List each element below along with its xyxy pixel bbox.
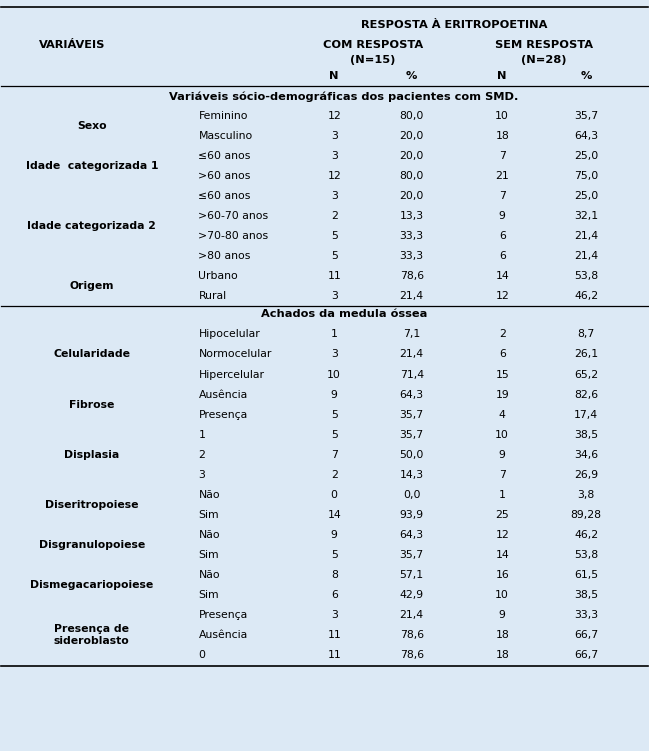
Text: 35,7: 35,7 xyxy=(400,550,424,560)
Text: 3: 3 xyxy=(331,151,337,161)
Text: 6: 6 xyxy=(499,231,506,241)
Text: 21,4: 21,4 xyxy=(400,291,424,301)
Text: 61,5: 61,5 xyxy=(574,570,598,580)
Text: 80,0: 80,0 xyxy=(400,111,424,121)
Text: Não: Não xyxy=(199,570,220,580)
Text: 5: 5 xyxy=(331,252,337,261)
Text: Ausência: Ausência xyxy=(199,630,248,640)
Text: 0,0: 0,0 xyxy=(403,490,421,500)
Text: Idade  categorizada 1: Idade categorizada 1 xyxy=(25,161,158,171)
Text: 4: 4 xyxy=(499,409,506,420)
Text: 26,9: 26,9 xyxy=(574,470,598,480)
Text: ≤60 anos: ≤60 anos xyxy=(199,191,251,201)
Text: 2: 2 xyxy=(199,450,205,460)
Text: 42,9: 42,9 xyxy=(400,590,424,600)
Text: COM RESPOSTA: COM RESPOSTA xyxy=(323,40,423,50)
Text: 10: 10 xyxy=(327,369,341,379)
Text: 1: 1 xyxy=(331,330,337,339)
Text: 38,5: 38,5 xyxy=(574,430,598,439)
Text: Não: Não xyxy=(199,490,220,500)
Text: 5: 5 xyxy=(331,409,337,420)
Text: 21: 21 xyxy=(495,171,509,181)
Text: 89,28: 89,28 xyxy=(570,510,602,520)
Text: 5: 5 xyxy=(331,231,337,241)
Text: 3: 3 xyxy=(331,291,337,301)
Text: 7: 7 xyxy=(499,470,506,480)
Text: 71,4: 71,4 xyxy=(400,369,424,379)
Text: 78,6: 78,6 xyxy=(400,630,424,640)
Text: 57,1: 57,1 xyxy=(400,570,424,580)
Text: Origem: Origem xyxy=(69,282,114,291)
Text: 3,8: 3,8 xyxy=(578,490,595,500)
Text: Presença de
sideroblasto: Presença de sideroblasto xyxy=(54,624,130,646)
Text: Disgranulopoiese: Disgranulopoiese xyxy=(39,540,145,550)
Text: Presença: Presença xyxy=(199,409,248,420)
Text: 11: 11 xyxy=(327,650,341,660)
Text: Sim: Sim xyxy=(199,550,219,560)
Text: 15: 15 xyxy=(495,369,509,379)
Text: 3: 3 xyxy=(331,191,337,201)
Text: Dismegacariopoiese: Dismegacariopoiese xyxy=(31,580,153,590)
Text: 3: 3 xyxy=(331,610,337,620)
Text: 78,6: 78,6 xyxy=(400,650,424,660)
Text: 14: 14 xyxy=(495,271,509,282)
Text: 10: 10 xyxy=(495,430,509,439)
Text: Masculino: Masculino xyxy=(199,131,252,141)
Text: 35,7: 35,7 xyxy=(400,430,424,439)
Text: Sim: Sim xyxy=(199,510,219,520)
Text: (N=15): (N=15) xyxy=(350,55,396,65)
Text: >80 anos: >80 anos xyxy=(199,252,251,261)
Text: 13,3: 13,3 xyxy=(400,211,424,221)
Text: 64,3: 64,3 xyxy=(400,390,424,400)
Text: Sexo: Sexo xyxy=(77,121,106,131)
Text: 33,3: 33,3 xyxy=(400,231,424,241)
Text: 93,9: 93,9 xyxy=(400,510,424,520)
Text: >60-70 anos: >60-70 anos xyxy=(199,211,269,221)
Text: 19: 19 xyxy=(495,390,509,400)
Text: 9: 9 xyxy=(331,530,337,540)
Text: 2: 2 xyxy=(331,211,337,221)
Text: 2: 2 xyxy=(331,470,337,480)
Text: 21,4: 21,4 xyxy=(574,252,598,261)
Text: 65,2: 65,2 xyxy=(574,369,598,379)
Text: Hipercelular: Hipercelular xyxy=(199,369,265,379)
Text: 25,0: 25,0 xyxy=(574,151,598,161)
Text: 3: 3 xyxy=(331,131,337,141)
Text: 12: 12 xyxy=(495,291,509,301)
Text: 64,3: 64,3 xyxy=(574,131,598,141)
Text: 53,8: 53,8 xyxy=(574,271,598,282)
Text: Hipocelular: Hipocelular xyxy=(199,330,260,339)
Text: 17,4: 17,4 xyxy=(574,409,598,420)
Text: Idade categorizada 2: Idade categorizada 2 xyxy=(27,221,156,231)
Text: 50,0: 50,0 xyxy=(400,450,424,460)
Text: 82,6: 82,6 xyxy=(574,390,598,400)
Text: 14,3: 14,3 xyxy=(400,470,424,480)
Text: 9: 9 xyxy=(499,610,506,620)
Text: Presença: Presença xyxy=(199,610,248,620)
Text: 38,5: 38,5 xyxy=(574,590,598,600)
Text: 21,4: 21,4 xyxy=(400,610,424,620)
Text: 9: 9 xyxy=(499,211,506,221)
Text: 5: 5 xyxy=(331,550,337,560)
Text: 32,1: 32,1 xyxy=(574,211,598,221)
Text: Fibrose: Fibrose xyxy=(69,400,114,409)
Text: 33,3: 33,3 xyxy=(400,252,424,261)
Text: 66,7: 66,7 xyxy=(574,650,598,660)
Text: 16: 16 xyxy=(495,570,509,580)
Text: 1: 1 xyxy=(199,430,205,439)
Text: 12: 12 xyxy=(327,111,341,121)
Text: 9: 9 xyxy=(499,450,506,460)
Text: (N=28): (N=28) xyxy=(521,55,567,65)
Text: 46,2: 46,2 xyxy=(574,530,598,540)
Text: ≤60 anos: ≤60 anos xyxy=(199,151,251,161)
Text: VARIÁVEIS: VARIÁVEIS xyxy=(40,40,106,50)
Text: 18: 18 xyxy=(495,650,509,660)
Text: 12: 12 xyxy=(327,171,341,181)
Text: N: N xyxy=(498,71,507,81)
Text: 75,0: 75,0 xyxy=(574,171,598,181)
Text: 9: 9 xyxy=(331,390,337,400)
Text: 18: 18 xyxy=(495,131,509,141)
Text: 11: 11 xyxy=(327,271,341,282)
Text: 10: 10 xyxy=(495,590,509,600)
